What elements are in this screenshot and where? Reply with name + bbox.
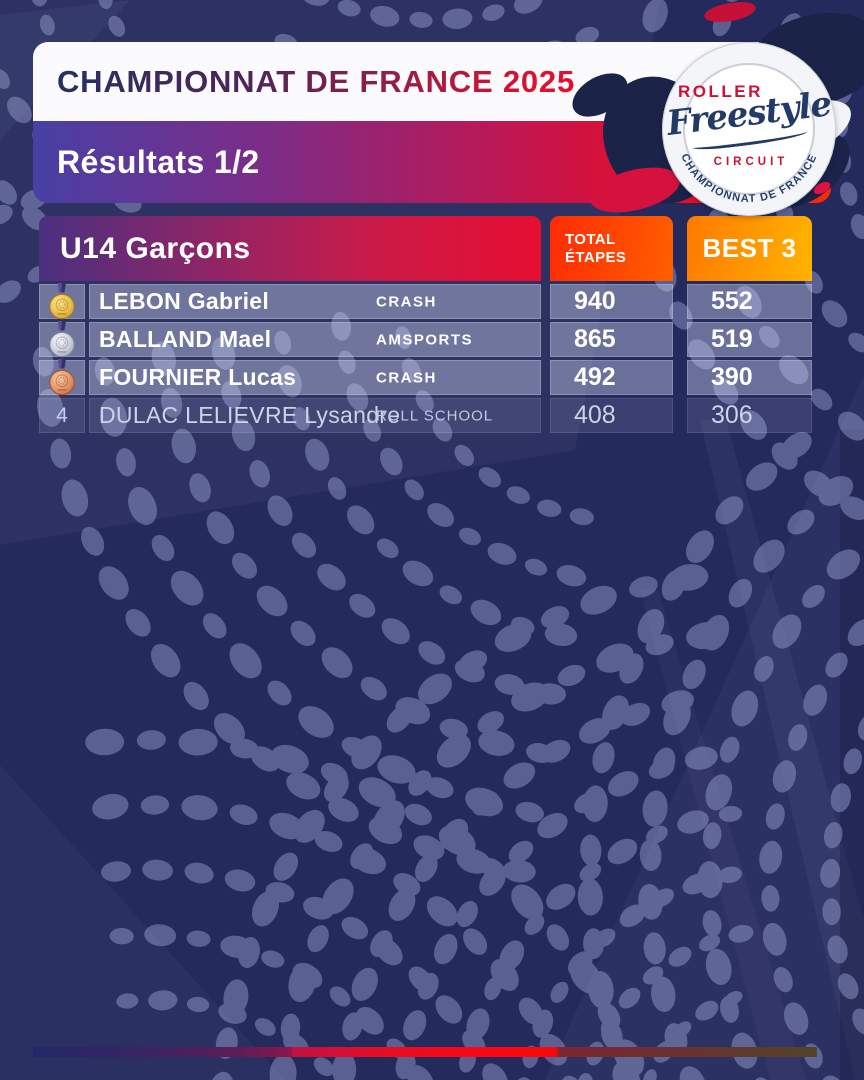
club-name: CRASH xyxy=(376,369,437,386)
rider-name: LEBON Gabriel xyxy=(99,288,270,314)
bronze-medal-icon xyxy=(49,359,75,396)
silver-medal-icon xyxy=(49,321,75,358)
club-name: ROLL SCHOOL xyxy=(376,407,494,424)
total-cell: 408 xyxy=(550,398,673,433)
total-value: 865 xyxy=(574,325,616,353)
rider-cell: DULAC LELIEVRE Lysandre ROLL SCHOOL xyxy=(89,398,541,433)
column-header-total: TOTAL ÉTAPES xyxy=(550,216,673,281)
best-value: 552 xyxy=(711,287,753,315)
rider-cell: FOURNIER Lucas CRASH xyxy=(89,360,541,395)
page-subtitle: Résultats 1/2 xyxy=(57,143,260,180)
logo-arc-label: · CHAMPIONNAT DE FRANCE · xyxy=(662,42,820,205)
total-header-line2: ÉTAPES xyxy=(565,248,627,266)
svg-text:· CHAMPIONNAT DE FRANCE ·: · CHAMPIONNAT DE FRANCE · xyxy=(662,42,821,205)
rank-label: 4 xyxy=(56,404,68,427)
rider-cell: BALLAND Mael AMSPORTS xyxy=(89,322,541,357)
column-header-best: BEST 3 xyxy=(687,216,812,281)
best-cell: 390 xyxy=(687,360,812,395)
table-row: 4 DULAC LELIEVRE Lysandre ROLL SCHOOL 40… xyxy=(39,398,812,433)
gold-medal-icon xyxy=(49,283,75,320)
rider-name: DULAC LELIEVRE Lysandre xyxy=(99,402,401,428)
table-row: BALLAND Mael AMSPORTS 865 519 xyxy=(39,321,812,358)
best-value: 390 xyxy=(711,363,753,391)
best-cell: 519 xyxy=(687,322,812,357)
best-value: 306 xyxy=(711,401,753,429)
rank-cell xyxy=(39,283,85,320)
rank-cell xyxy=(39,321,85,358)
logo-circuit-text: CIRCUIT xyxy=(713,156,789,168)
category-header: U14 Garçons xyxy=(39,216,541,281)
total-cell: 940 xyxy=(550,284,673,319)
rank-cell xyxy=(39,359,85,396)
logo-inner-circle xyxy=(683,63,815,195)
best-value: 519 xyxy=(711,325,753,353)
table-row: FOURNIER Lucas CRASH 492 390 xyxy=(39,359,812,396)
logo-arc-text: · CHAMPIONNAT DE FRANCE · xyxy=(662,42,821,205)
best-cell: 306 xyxy=(687,398,812,433)
total-cell: 865 xyxy=(550,322,673,357)
best-cell: 552 xyxy=(687,284,812,319)
rider-name: FOURNIER Lucas xyxy=(99,364,297,390)
rank-cell: 4 xyxy=(39,398,85,433)
page-title: CHAMPIONNAT DE FRANCE 2025 xyxy=(57,63,576,99)
rider-cell: LEBON Gabriel CRASH xyxy=(89,284,541,319)
best-header-label: BEST 3 xyxy=(702,233,797,263)
club-name: CRASH xyxy=(376,293,437,310)
club-name: AMSPORTS xyxy=(376,331,474,348)
table-row: LEBON Gabriel CRASH 940 552 xyxy=(39,283,812,320)
footer-gradient-bar xyxy=(33,1047,817,1057)
total-cell: 492 xyxy=(550,360,673,395)
total-value: 940 xyxy=(574,287,616,315)
category-label: U14 Garçons xyxy=(60,231,251,265)
roller-freestyle-logo-badge: ROLLER Freestyle CIRCUIT · CHAMPIONNAT D… xyxy=(662,42,836,216)
rider-name: BALLAND Mael xyxy=(99,326,272,352)
results-rows: LEBON Gabriel CRASH 940 552 BALLAND Mael… xyxy=(39,283,812,436)
total-value: 492 xyxy=(574,363,616,391)
logo-roller-text: ROLLER xyxy=(678,82,763,101)
total-value: 408 xyxy=(574,401,616,429)
total-header-line1: TOTAL xyxy=(565,230,616,248)
